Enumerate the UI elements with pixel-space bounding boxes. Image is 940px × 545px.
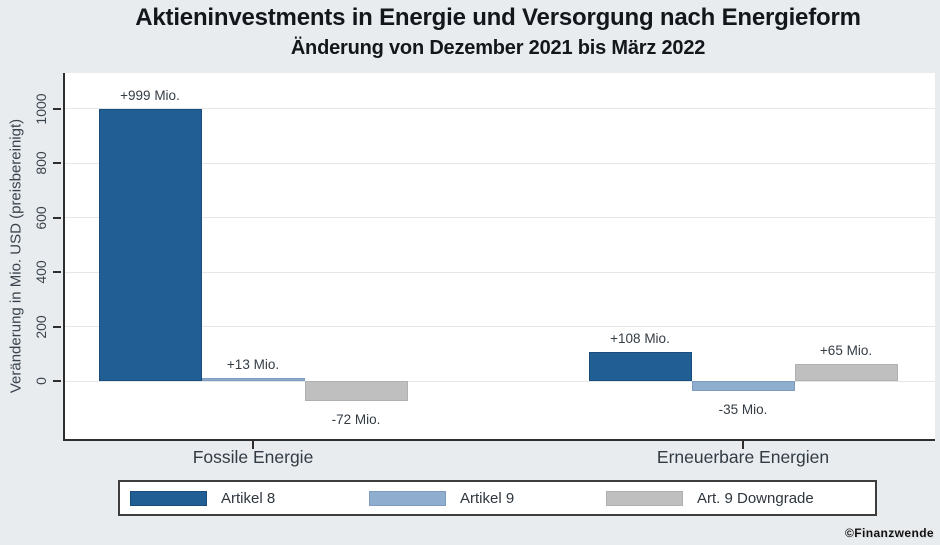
chart-subtitle: Änderung von Dezember 2021 bis März 2022 xyxy=(290,37,706,59)
gridline-800 xyxy=(65,162,935,164)
gridline-1000 xyxy=(65,108,935,110)
bar-artikel-9-1 xyxy=(691,381,795,392)
y-tick-0 xyxy=(53,380,61,383)
x-category-label-0: Fossile Energie xyxy=(192,447,314,467)
y-tick-800 xyxy=(53,162,61,165)
bar-value-label: +999 Mio. xyxy=(120,88,180,104)
legend-label-0: Artikel 8 xyxy=(221,489,276,507)
y-tick-label-0: 0 xyxy=(33,377,49,386)
bar-art-9-downgrade-1 xyxy=(794,363,898,382)
legend-swatch-1 xyxy=(369,490,446,506)
gridline-200 xyxy=(65,326,935,328)
y-tick-label-600: 600 xyxy=(33,206,49,230)
x-tick-0 xyxy=(252,441,254,449)
bar-artikel-8-0 xyxy=(98,109,202,382)
gridline-400 xyxy=(65,271,935,273)
y-tick-label-800: 800 xyxy=(33,151,49,176)
y-tick-400 xyxy=(53,271,61,274)
y-tick-200 xyxy=(53,325,61,328)
legend-label-2: Art. 9 Downgrade xyxy=(697,489,814,507)
legend-swatch-0 xyxy=(130,490,207,506)
gridline-0 xyxy=(65,380,935,382)
legend-entry-2: Art. 9 Downgrade xyxy=(606,482,814,514)
legend: Artikel 8 Artikel 9 Art. 9 Downgrade xyxy=(118,480,877,516)
bar-artikel-9-0 xyxy=(201,377,305,382)
bar-value-label: -35 Mio. xyxy=(718,402,768,418)
chart-title: Aktieninvestments in Energie und Versorg… xyxy=(135,4,861,31)
x-tick-1 xyxy=(742,441,744,449)
legend-swatch-2 xyxy=(606,490,683,506)
x-category-label-1: Erneuerbare Energien xyxy=(656,447,830,467)
gridline-600 xyxy=(65,217,935,219)
legend-entry-0: Artikel 8 xyxy=(130,482,275,514)
y-tick-label-200: 200 xyxy=(33,315,49,339)
y-tick-label-400: 400 xyxy=(33,260,49,285)
y-tick-600 xyxy=(53,216,61,219)
y-axis-title: Veränderung in Mio. USD (preisbereinigt) xyxy=(7,118,25,394)
y-tick-label-1000: 1000 xyxy=(33,93,49,125)
legend-entry-1: Artikel 9 xyxy=(369,482,514,514)
bar-value-label: +65 Mio. xyxy=(819,342,873,358)
bar-art-9-downgrade-0 xyxy=(304,381,408,402)
watermark-logo: ©Finanzwende xyxy=(845,526,934,540)
y-tick-1000 xyxy=(53,107,61,110)
bar-value-label: +13 Mio. xyxy=(226,356,280,372)
bar-artikel-8-1 xyxy=(588,352,692,382)
bar-value-label: +108 Mio. xyxy=(610,331,670,347)
legend-label-1: Artikel 9 xyxy=(460,489,515,507)
bar-value-label: -72 Mio. xyxy=(331,412,381,428)
